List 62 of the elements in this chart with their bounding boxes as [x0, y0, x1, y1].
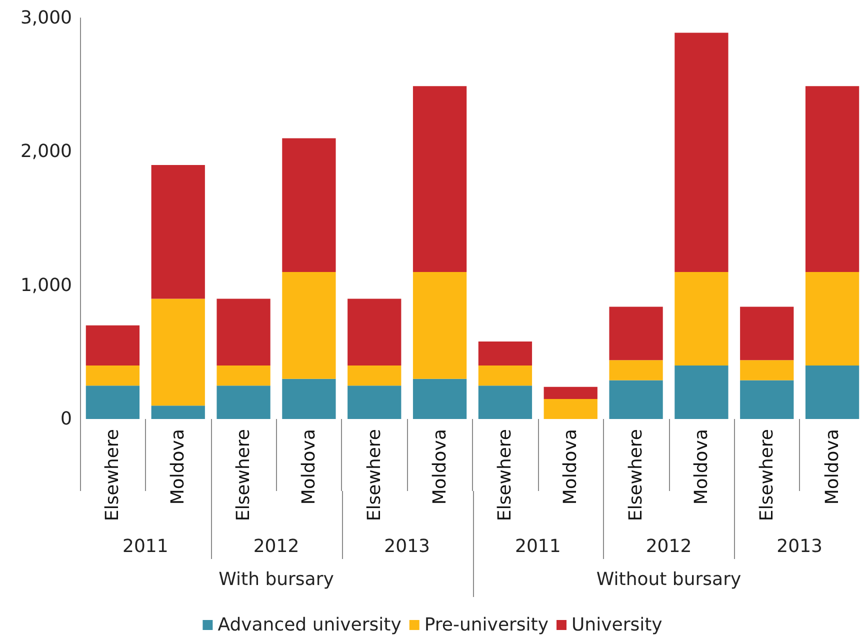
x-tick-label: Moldova: [429, 429, 450, 505]
bar: [86, 366, 140, 386]
bar: [348, 298, 402, 366]
bar: [609, 306, 663, 360]
bar: [151, 298, 205, 406]
text: 2012: [253, 536, 300, 557]
x-tick-label: Elsewhere: [233, 429, 254, 522]
x-tick-label: Moldova: [822, 429, 843, 505]
legend-label: University: [572, 614, 663, 636]
bar: [86, 325, 140, 366]
text: 2012: [646, 536, 692, 557]
text: 2011: [515, 536, 561, 557]
x-tick-label: Moldova: [690, 429, 712, 505]
bar: [216, 298, 270, 366]
x-tick-label: Elsewhere: [364, 429, 385, 522]
bar: [674, 32, 728, 272]
y-tick-label: 2,000: [20, 141, 72, 162]
bar: [740, 360, 794, 380]
bar: [674, 366, 728, 419]
bar: [412, 272, 467, 379]
legend-label: Pre-university: [424, 614, 549, 636]
legend-label: Advanced university: [218, 614, 402, 636]
x-tick-label: Elsewhere: [756, 429, 778, 522]
bar: [412, 86, 467, 272]
y-tick-label: 0: [60, 408, 72, 430]
bar: [609, 380, 663, 419]
bar: [740, 380, 794, 419]
bar: [478, 366, 532, 386]
bar: [151, 165, 205, 299]
x-tick-label: Elsewhere: [102, 429, 124, 522]
bar: [216, 366, 270, 386]
bar: [412, 378, 467, 419]
bar: [544, 386, 598, 399]
bar: [478, 341, 532, 366]
bar: [740, 306, 794, 360]
x-tick-label: Moldova: [168, 429, 189, 505]
bar: [544, 398, 598, 419]
bar: [805, 86, 860, 272]
bar: [282, 378, 336, 419]
bar: [348, 386, 402, 419]
text: 2013: [384, 536, 430, 557]
x-tick-label: Elsewhere: [626, 429, 647, 522]
bar: [674, 272, 728, 366]
bar: [805, 272, 860, 366]
bar: [805, 366, 860, 419]
text: With bursary: [218, 569, 334, 590]
bar: [609, 360, 663, 380]
bar: [282, 272, 336, 379]
bar: [348, 366, 402, 386]
bar: [86, 386, 140, 419]
x-tick-label: Moldova: [560, 429, 582, 505]
bar: [216, 386, 270, 419]
y-tick-label: 1,000: [20, 274, 72, 296]
x-tick-label: Elsewhere: [494, 429, 516, 522]
bar: [151, 406, 205, 419]
bar: [282, 138, 336, 272]
text: 2013: [776, 536, 822, 557]
text: 2011: [122, 536, 168, 557]
bar: [478, 386, 532, 419]
text: Without bursary: [596, 569, 742, 590]
x-tick-label: Moldova: [298, 429, 320, 505]
y-tick-label: 3,000: [20, 8, 72, 28]
